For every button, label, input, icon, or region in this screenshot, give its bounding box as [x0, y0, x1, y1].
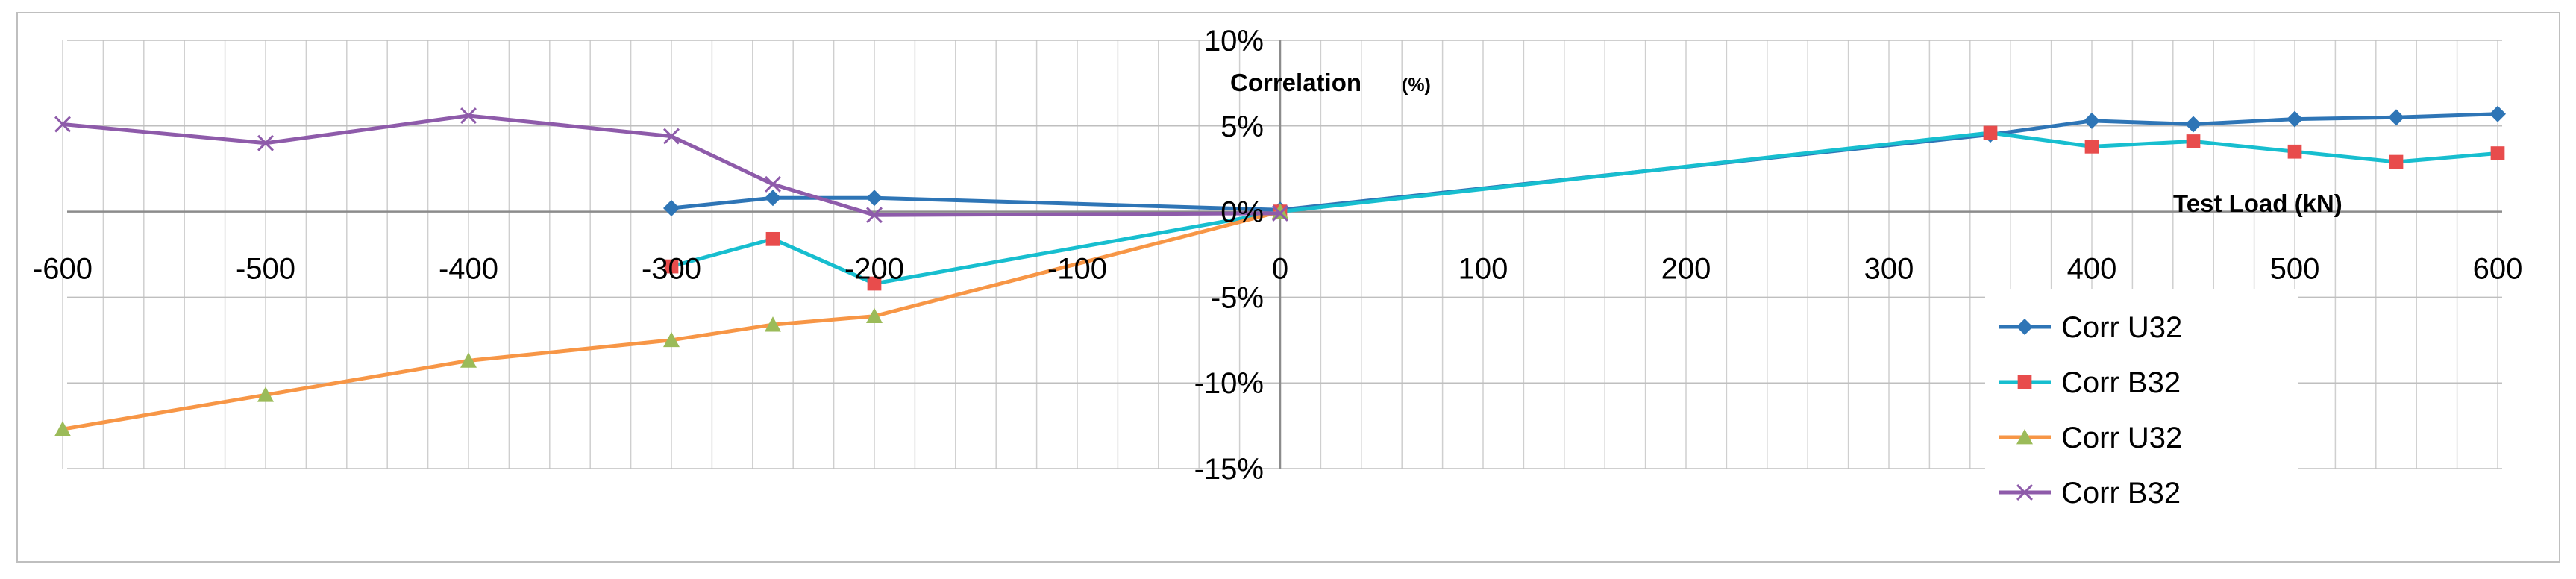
- y-tick-label: 10%: [1204, 25, 1264, 57]
- x-tick-label: -300: [642, 253, 701, 286]
- data-point: [664, 259, 679, 274]
- data-point: [2489, 105, 2506, 122]
- data-point: [866, 190, 883, 207]
- legend-item: Corr B32: [1999, 366, 2181, 399]
- data-point: [765, 316, 781, 332]
- data-point: [2389, 154, 2404, 169]
- x-tick-label: -600: [33, 253, 93, 286]
- y-tick-label: 0%: [1220, 196, 1264, 229]
- data-point: [257, 386, 274, 402]
- data-point: [765, 175, 781, 193]
- x-tick-label: 500: [2270, 253, 2320, 286]
- data-point: [1983, 125, 1998, 140]
- legend-label: Corr B32: [2061, 477, 2181, 510]
- data-point: [1272, 204, 1288, 222]
- y-tick-label: 5%: [1220, 110, 1264, 143]
- data-point: [2287, 110, 2303, 128]
- legend-label: Corr B32: [2061, 366, 2181, 399]
- legend: Corr U32 Corr B32 Corr U32 Corr B32: [1985, 290, 2298, 528]
- x-tick-label: 100: [1458, 253, 1508, 286]
- data-point: [460, 107, 477, 124]
- legend-box: [1985, 290, 2298, 528]
- data-point: [2185, 116, 2201, 133]
- data-point: [2186, 134, 2201, 148]
- data-point: [663, 200, 680, 217]
- y-axis-unit: (%): [1402, 75, 1431, 96]
- data-point: [663, 331, 680, 348]
- series-4: [54, 107, 1288, 224]
- data-point: [866, 307, 883, 324]
- x-tick-label: -100: [1047, 253, 1107, 286]
- data-point: [460, 352, 477, 368]
- y-axis-title: Correlation: [1230, 69, 1361, 96]
- y-tick-label: -5%: [1211, 281, 1264, 314]
- tick-labels: -600 -500 -400 -300 -200 -100 0 100 200 300 400 500…: [33, 25, 2522, 486]
- data-point: [2084, 112, 2100, 129]
- y-tick-label: -10%: [1194, 367, 1264, 400]
- legend-item: Corr U32: [1999, 311, 2182, 344]
- x-tick-label: 600: [2473, 253, 2523, 286]
- data-point: [54, 421, 71, 436]
- legend-item: Corr U32: [1999, 422, 2182, 454]
- x-tick-label: 200: [1661, 253, 1711, 286]
- data-point: [257, 134, 274, 151]
- data-point: [765, 231, 780, 246]
- data-point: [2490, 146, 2505, 160]
- data-point: [2287, 144, 2302, 159]
- legend-item: Corr B32: [1999, 477, 2181, 510]
- data-point: [2388, 109, 2404, 126]
- series-line: [671, 131, 2498, 286]
- series-lines: [54, 105, 2506, 436]
- data-point: [866, 207, 883, 224]
- data-point: [2084, 140, 2099, 154]
- chart-area: -600 -500 -400 -300 -200 -100 0 100 200 300 400 500…: [16, 12, 2560, 563]
- line-chart: -600 -500 -400 -300 -200 -100 0 100 200 300 400 500…: [33, 25, 2522, 528]
- x-tick-label: 300: [1864, 253, 1914, 286]
- x-axis-title: Test Load (kN): [2173, 190, 2342, 217]
- legend-label: Corr U32: [2061, 422, 2182, 454]
- x-tick-label: -400: [439, 253, 498, 286]
- y-tick-label: -15%: [1194, 453, 1264, 486]
- x-tick-label: -200: [844, 253, 904, 286]
- legend-label: Corr U32: [2061, 311, 2182, 344]
- data-point: [54, 116, 71, 133]
- data-point: [867, 276, 882, 291]
- x-tick-label: 0: [1272, 253, 1288, 286]
- data-point: [663, 128, 680, 145]
- data-point: [765, 190, 781, 207]
- x-tick-label: -500: [236, 253, 295, 286]
- x-tick-label: 400: [2067, 253, 2117, 286]
- series-2: [664, 125, 2505, 291]
